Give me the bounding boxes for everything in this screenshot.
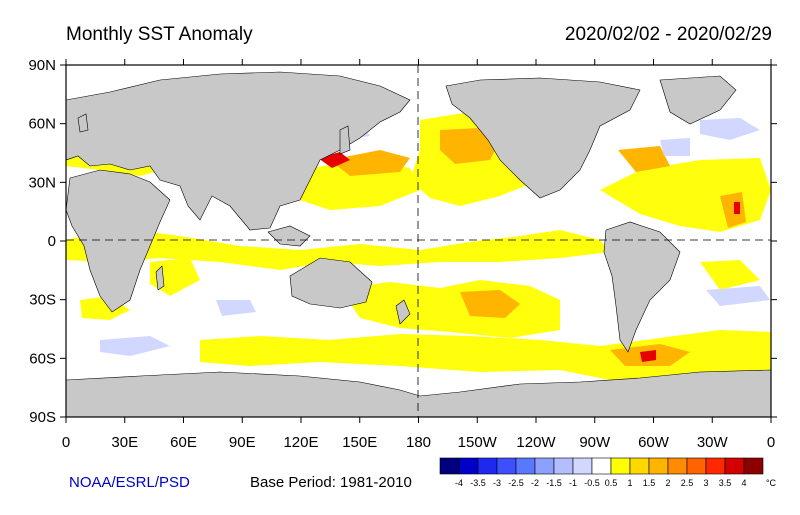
new-zealand bbox=[395, 299, 411, 325]
x-tick-label: 30W bbox=[697, 434, 729, 451]
y-tick-label: 60S bbox=[29, 350, 56, 367]
colorbar-label: -2.5 bbox=[508, 478, 524, 488]
colorbar-label: -4 bbox=[455, 478, 463, 488]
x-tick-label: 60W bbox=[638, 434, 670, 451]
madagascar bbox=[155, 265, 165, 291]
colorbar-swatch bbox=[458, 457, 479, 475]
colorbar-swatch bbox=[724, 457, 745, 475]
colorbar-swatch bbox=[686, 457, 707, 475]
x-tick-label: 0 bbox=[62, 434, 70, 451]
colorbar-label: 3 bbox=[703, 478, 708, 488]
colorbar-swatch bbox=[496, 457, 517, 475]
chart-title: Monthly SST Anomaly bbox=[66, 24, 253, 45]
colorbar-swatch bbox=[648, 457, 669, 475]
colorbar-unit: °C bbox=[766, 478, 777, 488]
y-tick-label: 30N bbox=[28, 174, 56, 191]
y-axis: 90N 60N 30N 0 30S 60S 90S bbox=[28, 57, 777, 426]
y-tick-label: 90N bbox=[28, 57, 56, 74]
colorbar-label: 3.5 bbox=[719, 478, 732, 488]
colorbar-swatch bbox=[667, 457, 688, 475]
colorbar-label: 2.5 bbox=[681, 478, 694, 488]
antarctica bbox=[66, 369, 771, 417]
japan bbox=[339, 125, 351, 155]
colorbar-swatch bbox=[572, 457, 593, 475]
maritime-continent bbox=[267, 225, 311, 247]
colorbar-label: -3.5 bbox=[470, 478, 486, 488]
x-tick-label: 30E bbox=[111, 434, 138, 451]
south-america bbox=[603, 221, 681, 353]
x-tick-label: 120E bbox=[283, 434, 318, 451]
colorbar-swatch bbox=[515, 457, 536, 475]
africa bbox=[66, 169, 171, 313]
colorbar-swatch bbox=[705, 457, 726, 475]
colorbar: -4 -3.5 -3 -2.5 -2 -1.5 -1 -0.5 0.5 1 1.5 2 2.5 3 3.5 4… bbox=[439, 457, 777, 488]
colorbar-swatch bbox=[553, 457, 574, 475]
x-tick-label: 120W bbox=[516, 434, 556, 451]
x-tick-label: 0 bbox=[767, 434, 775, 451]
anomaly-fill-cool bbox=[100, 118, 770, 356]
y-tick-label: 90S bbox=[29, 409, 56, 426]
colorbar-label: -0.5 bbox=[584, 478, 600, 488]
x-tick-label: 60E bbox=[170, 434, 197, 451]
x-tick-label: 90E bbox=[229, 434, 256, 451]
australia bbox=[289, 257, 373, 309]
greenland bbox=[659, 75, 737, 125]
y-tick-label: 0 bbox=[48, 233, 56, 250]
colorbar-label: 1 bbox=[627, 478, 632, 488]
uk bbox=[77, 113, 89, 133]
credit-label: NOAA/ESRL/PSD bbox=[69, 474, 190, 491]
x-tick-label: 90W bbox=[579, 434, 611, 451]
x-tick-label: 150W bbox=[458, 434, 498, 451]
colorbar-swatch bbox=[743, 457, 764, 475]
land-masses bbox=[66, 71, 771, 417]
base-period-label: Base Period: 1981-2010 bbox=[250, 474, 412, 491]
y-tick-label: 30S bbox=[29, 292, 56, 309]
x-tick-label: 180 bbox=[406, 434, 431, 451]
colorbar-label: 4 bbox=[741, 478, 746, 488]
colorbar-swatch bbox=[610, 457, 631, 475]
colorbar-swatch bbox=[591, 457, 612, 475]
y-tick-label: 60N bbox=[28, 116, 56, 133]
colorbar-label: -1.5 bbox=[546, 478, 562, 488]
colorbar-swatch bbox=[629, 457, 650, 475]
date-range: 2020/02/02 - 2020/02/29 bbox=[564, 24, 772, 45]
colorbar-label: -2 bbox=[531, 478, 539, 488]
colorbar-label: -3 bbox=[493, 478, 501, 488]
eurasia bbox=[66, 71, 411, 231]
x-tick-label: 150E bbox=[342, 434, 377, 451]
colorbar-label: -1 bbox=[569, 478, 577, 488]
colorbar-label: 2 bbox=[665, 478, 670, 488]
colorbar-swatch bbox=[439, 457, 460, 475]
colorbar-swatch bbox=[534, 457, 555, 475]
colorbar-swatch bbox=[477, 457, 498, 475]
north-america bbox=[445, 77, 641, 199]
colorbar-label: 0.5 bbox=[605, 478, 618, 488]
colorbar-label: 1.5 bbox=[643, 478, 656, 488]
x-axis: 0 30E 60E 90E 120E 150E 180 150W 120W 90W 60W 30W 0 bbox=[62, 59, 775, 451]
